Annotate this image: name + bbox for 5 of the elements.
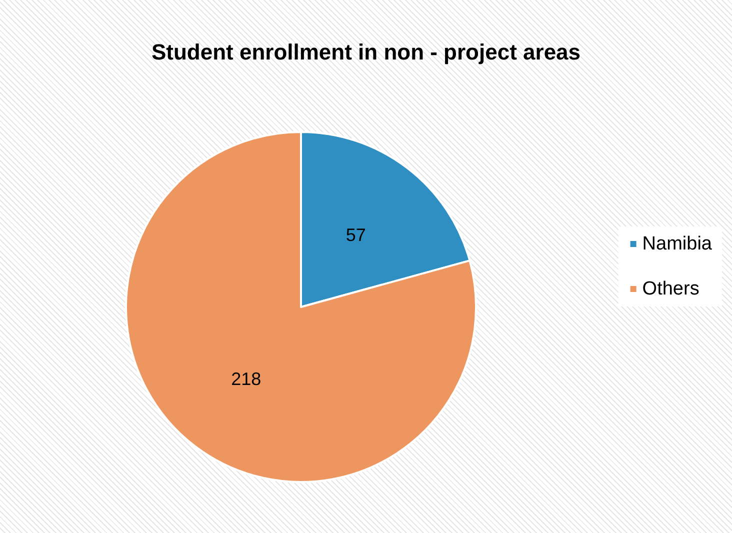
data-label: 57: [346, 225, 366, 246]
data-label: 218: [231, 368, 262, 389]
chart-title: Student enrollment in non - project areas: [151, 40, 581, 64]
legend-label: Others: [642, 278, 700, 300]
legend-label: Namibia: [642, 234, 712, 254]
